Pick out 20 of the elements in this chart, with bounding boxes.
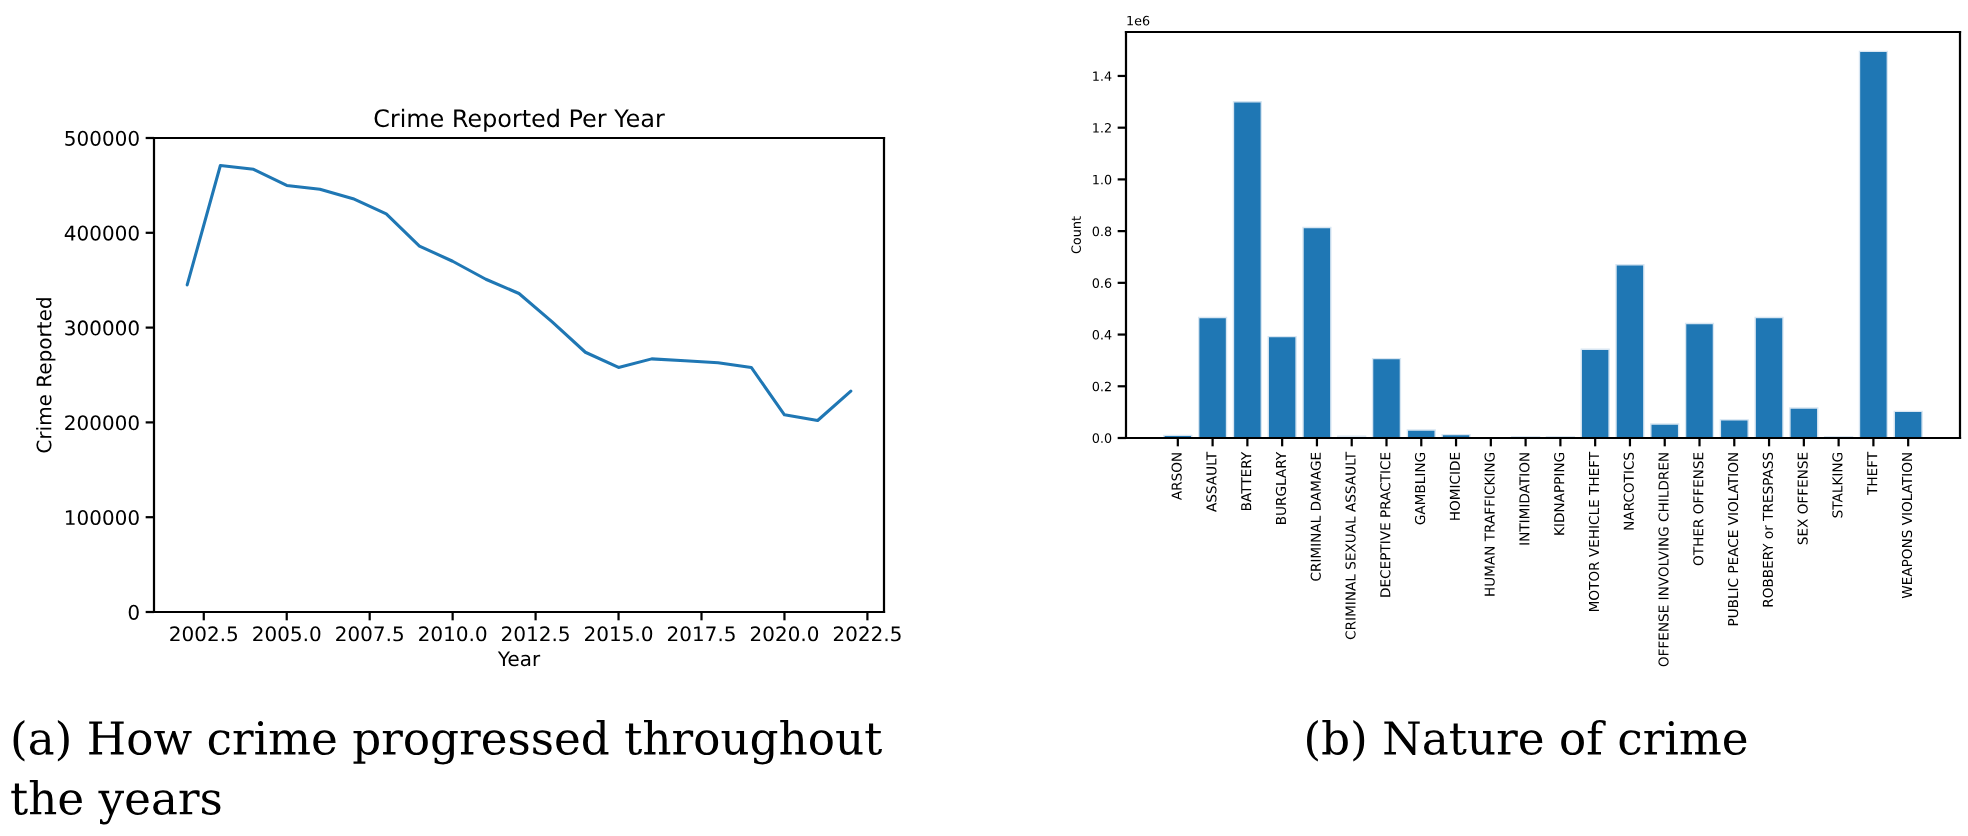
- y-tick-label: 0: [128, 604, 139, 620]
- x-tick-label: 2020.0: [750, 626, 819, 642]
- y-tick-label: 400000: [64, 225, 139, 241]
- y-tick-label: 100000: [65, 509, 139, 526]
- x-tick-label: 2010.0: [419, 626, 487, 642]
- x-tick-label: 2022.5: [833, 626, 901, 642]
- y-tick-label: 200000: [65, 415, 139, 431]
- text: (b) Nature of crime: [1307, 720, 1747, 762]
- text: (a) How crime progressed throughout the years: [11, 720, 882, 825]
- x-tick-label: 2002.5: [170, 626, 238, 642]
- y-tick-label: 300000: [65, 320, 139, 336]
- x-tick-label: 2007.5: [336, 626, 403, 642]
- chart-title: Crime Reported Per Year: [374, 108, 665, 132]
- x-tick-label: 2017.5: [667, 626, 735, 642]
- x-tick-label: 2015.0: [585, 626, 653, 642]
- y-tick-label: 500000: [65, 130, 139, 146]
- y-axis-title: Crime Reported: [36, 298, 56, 453]
- x-tick-label: 2012.5: [502, 626, 569, 642]
- x-tick-label: 2005.0: [253, 626, 321, 642]
- x-axis-title: Year: [497, 651, 541, 667]
